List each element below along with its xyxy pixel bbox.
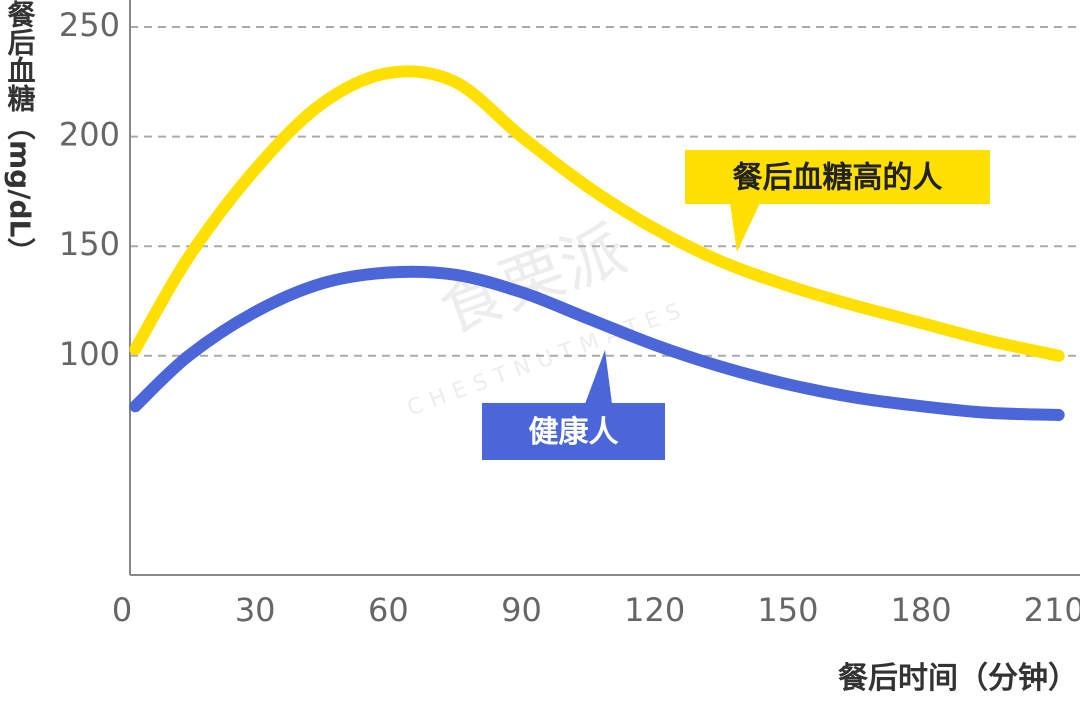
tag-pointer: [585, 350, 612, 404]
x-tick-label: 150: [757, 591, 818, 629]
legend-label: 餐后血糖高的人: [733, 161, 943, 196]
y-tick-label: 100: [59, 335, 120, 373]
x-tick-label: 90: [501, 591, 542, 629]
x-tick-label: 30: [235, 591, 276, 629]
series-line: [129, 65, 1065, 362]
x-tick-label: 0: [112, 591, 132, 629]
series-line: [129, 265, 1065, 421]
tag-pointer: [730, 203, 760, 252]
y-axis-label: 餐后血糖（mg/dL）: [4, 0, 37, 265]
legend-label: 健康人: [529, 415, 619, 450]
tag-box: [685, 150, 990, 204]
tag-box: [482, 403, 665, 460]
x-tick-label: 120: [624, 591, 685, 629]
y-tick-label: 150: [59, 225, 120, 263]
x-tick-label: 60: [368, 591, 409, 629]
x-tick-label: 210: [1024, 591, 1080, 629]
x-tick-label: 180: [891, 591, 952, 629]
x-axis-label: 餐后时间（分钟）: [838, 661, 1078, 696]
y-tick-label: 200: [59, 116, 120, 154]
y-tick-label: 250: [59, 6, 120, 44]
